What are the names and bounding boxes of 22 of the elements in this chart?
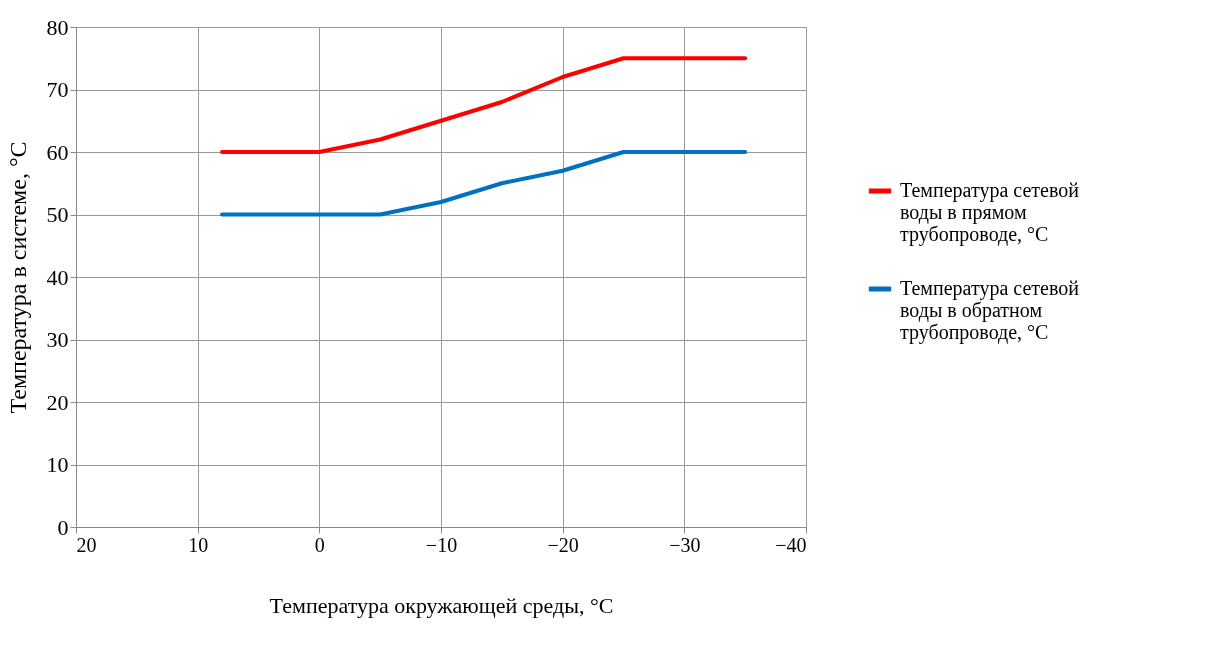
y-tick-label: 30	[46, 327, 69, 352]
y-tick-label: 0	[57, 514, 69, 540]
line-series	[220, 150, 748, 217]
x-tick-label: −10	[425, 533, 458, 556]
x-tick-label: −40	[775, 533, 807, 556]
y-tick-label: 50	[46, 202, 69, 227]
line-series	[220, 56, 748, 154]
x-axis-title: Температура окружающей среды, °C	[269, 592, 614, 618]
x-tick-label: 10	[188, 533, 209, 556]
y-tick-label: 10	[46, 452, 69, 477]
x-tick-label: 20	[76, 533, 97, 556]
y-tick-label: 70	[46, 77, 69, 102]
x-tick-label: 0	[314, 533, 325, 556]
y-tick-label: 60	[46, 139, 69, 165]
y-tick-label: 20	[46, 389, 69, 415]
x-tick-label: −30	[669, 533, 701, 556]
y-tick-label: 40	[46, 264, 69, 290]
legend-label: Температура сетевой воды в обратном трубопроводе, °C	[900, 277, 1080, 344]
x-tick-label: −20	[547, 533, 579, 556]
y-axis-title: Температура в системе, °C	[4, 141, 31, 414]
y-tick-label: 80	[46, 14, 69, 40]
legend-label: Температура сетевой воды в прямом трубопроводе, °C	[900, 179, 1080, 246]
